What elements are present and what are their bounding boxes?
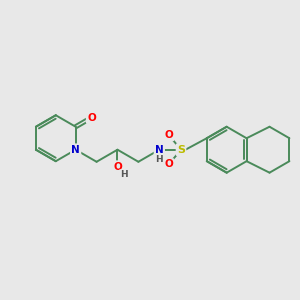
Text: N: N	[155, 145, 164, 155]
Text: O: O	[164, 159, 173, 170]
Text: H: H	[120, 170, 128, 179]
Text: O: O	[164, 130, 173, 140]
Text: O: O	[113, 162, 122, 172]
Text: H: H	[155, 154, 163, 164]
Text: N: N	[71, 145, 80, 155]
Text: S: S	[177, 145, 185, 155]
Text: O: O	[87, 112, 96, 123]
